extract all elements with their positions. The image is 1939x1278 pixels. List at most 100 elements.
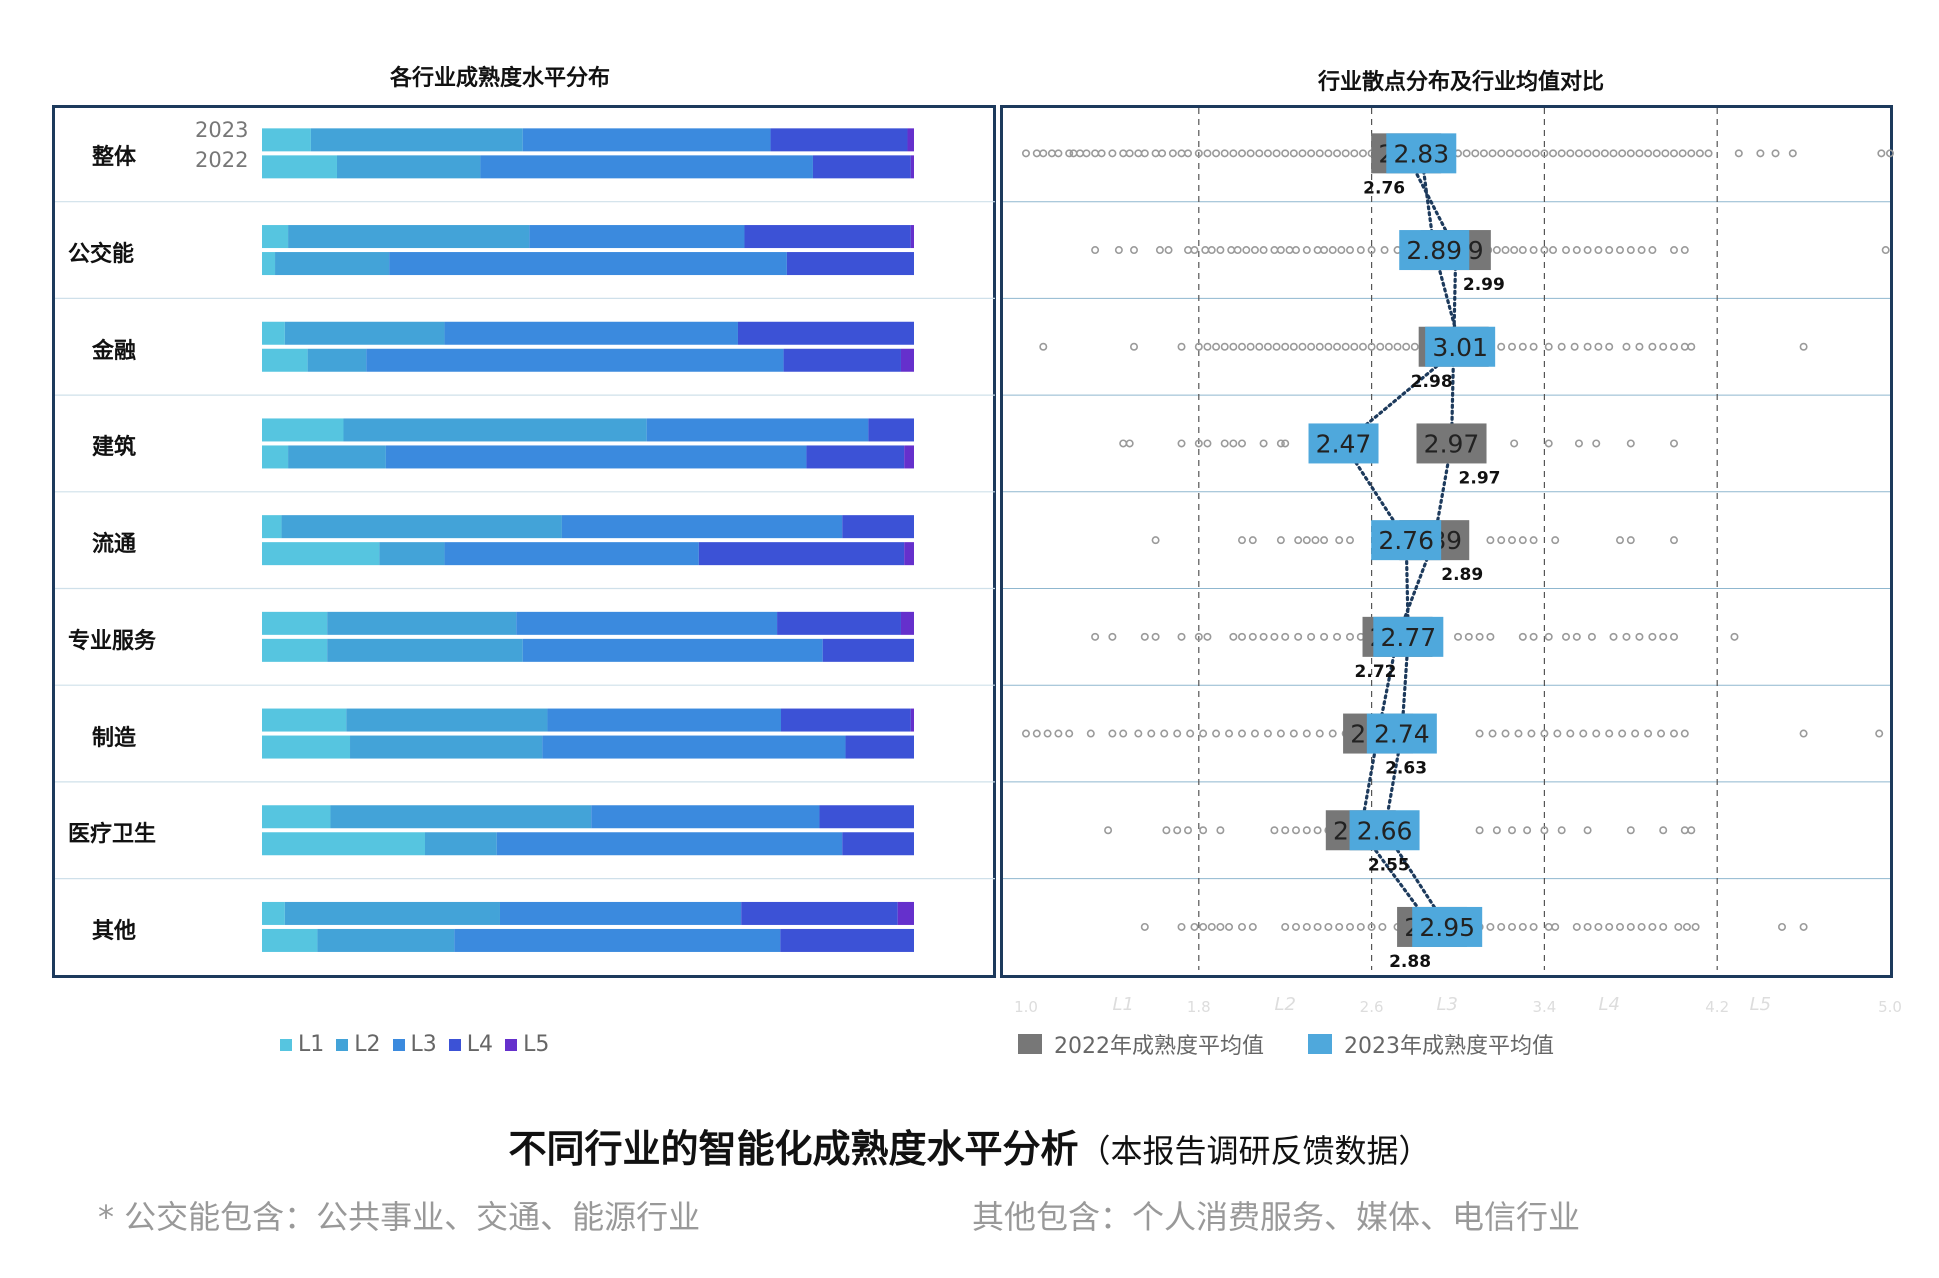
legend-label: L2 — [354, 1032, 381, 1057]
legend-item-avg-2023: 2023年成熟度平均值 — [1308, 1028, 1554, 1060]
left-panel — [52, 105, 996, 978]
scatter-point — [1626, 149, 1635, 158]
scatter-point — [1177, 342, 1186, 351]
bar-2022-L1 — [262, 928, 318, 952]
scatter-point — [1609, 149, 1618, 158]
scatter-point — [1592, 729, 1601, 738]
scatter-point — [1065, 149, 1074, 158]
avg-2023-box-label: 3.01 — [1432, 333, 1488, 362]
bar-2022-L2 — [275, 252, 390, 276]
scatter-point — [1659, 632, 1668, 641]
scatter-point — [1225, 729, 1234, 738]
bar-2023-L3 — [499, 901, 742, 925]
level-tick-label: L1 — [1112, 994, 1133, 1015]
bar-2022-L1 — [262, 348, 308, 372]
bar-2023-L2 — [346, 708, 548, 732]
scatter-point — [1674, 922, 1683, 931]
bar-2023-L3 — [591, 805, 820, 829]
bar-2022-L2 — [425, 832, 497, 856]
scatter-point — [1462, 149, 1471, 158]
scatter-point — [1168, 149, 1177, 158]
bar-2022-L4 — [842, 832, 914, 856]
note-right: 其他包含：个人消费服务、媒体、电信行业 — [972, 1198, 1581, 1236]
scatter-point — [1529, 632, 1538, 641]
scatter-point — [1346, 632, 1355, 641]
scatter-point — [1605, 729, 1614, 738]
avg-2022-data-label: 2.72 — [1355, 662, 1397, 682]
scatter-point — [1238, 922, 1247, 931]
avg-2023-box-label: 2.77 — [1380, 623, 1436, 652]
main-title-bold: 不同行业的智能化成熟度水平分析 — [508, 1127, 1079, 1171]
scatter-point — [1281, 632, 1290, 641]
scatter-point — [1562, 246, 1571, 255]
scatter-point — [1454, 632, 1463, 641]
scatter-point — [1670, 729, 1679, 738]
scatter-point — [1475, 632, 1484, 641]
bar-2022-L3 — [496, 832, 843, 856]
scatter-point — [1220, 149, 1229, 158]
scatter-point — [1384, 342, 1393, 351]
scatter-point — [1356, 246, 1365, 255]
scatter-point — [1311, 536, 1320, 545]
avg-2023-box — [1373, 616, 1444, 657]
right-panel-title: 行业散点分布及行业均值对比 — [1318, 70, 1605, 95]
industry-label: 其他 — [92, 918, 137, 944]
bar-2023-L3 — [646, 418, 869, 442]
scatter-point — [1346, 246, 1355, 255]
scatter-point — [1592, 439, 1601, 448]
scatter-point — [1501, 246, 1510, 255]
scatter-point — [1583, 826, 1592, 835]
scatter-point — [1173, 826, 1182, 835]
bar-2022-L4 — [786, 252, 914, 276]
scatter-point — [1281, 439, 1290, 448]
bar-2023-L5 — [907, 128, 914, 152]
scatter-point — [1238, 149, 1247, 158]
bar-2023-L4 — [777, 611, 901, 635]
scatter-point — [1216, 922, 1225, 931]
bar-2022-L4 — [812, 155, 911, 179]
scatter-point — [1333, 632, 1342, 641]
scatter-point — [1551, 536, 1560, 545]
scatter-point — [1194, 149, 1203, 158]
bar-2022-L2 — [336, 155, 481, 179]
scatter-point — [1635, 632, 1644, 641]
scatter-point — [1652, 149, 1661, 158]
scatter-point — [1246, 342, 1255, 351]
bar-2023-L3 — [522, 128, 771, 152]
legend-item-L5: L5 — [505, 1032, 549, 1057]
scatter-point — [1659, 826, 1668, 835]
legend-label: L5 — [523, 1032, 550, 1057]
x-tick-label: 2.6 — [1360, 998, 1384, 1016]
scatter-point — [1292, 922, 1301, 931]
bar-2022-L5 — [904, 542, 914, 566]
x-tick-label: 1.0 — [1014, 998, 1038, 1016]
scatter-point — [1626, 922, 1635, 931]
scatter-point — [1544, 342, 1553, 351]
bar-2022-L1 — [262, 155, 337, 179]
scatter-point — [1680, 826, 1689, 835]
bar-2022-L1 — [262, 445, 289, 469]
level-tick-label: L2 — [1274, 994, 1295, 1015]
scatter-point — [1212, 342, 1221, 351]
bar-2022-L1 — [262, 542, 380, 566]
x-tick-label: 5.0 — [1878, 998, 1902, 1016]
scatter-point — [1529, 246, 1538, 255]
scatter-point — [1479, 149, 1488, 158]
bar-2023-L1 — [262, 321, 285, 345]
scatter-point — [1583, 342, 1592, 351]
scatter-point — [1194, 632, 1203, 641]
bar-2022-L4 — [698, 542, 905, 566]
scatter-point — [1194, 439, 1203, 448]
scatter-point — [1125, 439, 1134, 448]
scatter-point — [1065, 729, 1074, 738]
scatter-point — [1203, 632, 1212, 641]
scatter-point — [1771, 149, 1780, 158]
scatter-point — [1488, 149, 1497, 158]
bar-2023-L1 — [262, 128, 311, 152]
scatter-point — [1518, 632, 1527, 641]
scatter-point — [1333, 149, 1342, 158]
bar-2022-L1 — [262, 252, 276, 276]
avg-2022-box-label: 2.97 — [1424, 429, 1480, 458]
scatter-point — [1259, 632, 1268, 641]
scatter-point — [1518, 922, 1527, 931]
